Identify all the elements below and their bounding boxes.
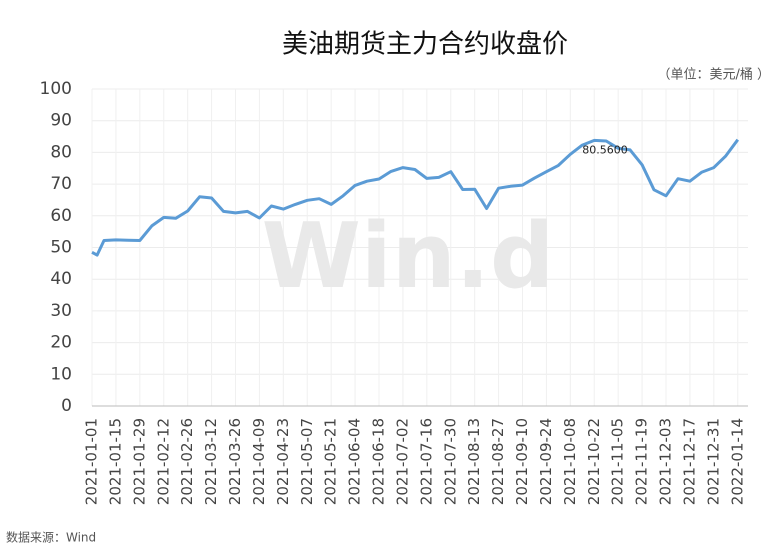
x-tick-label: 2021-12-31 bbox=[704, 418, 722, 505]
y-tick-label: 50 bbox=[50, 238, 72, 258]
annotation: 80.5600 bbox=[582, 144, 628, 157]
x-tick-label: 2021-03-12 bbox=[202, 418, 220, 505]
x-tick-label: 2021-05-21 bbox=[322, 418, 340, 505]
x-tick-label: 2021-04-09 bbox=[250, 418, 268, 505]
x-tick-label: 2021-07-02 bbox=[393, 418, 411, 505]
y-tick-label: 60 bbox=[50, 206, 72, 226]
x-tick-label: 2021-07-30 bbox=[441, 418, 459, 505]
chart-title: 美油期货主力合约收盘价 bbox=[282, 30, 568, 60]
y-tick-label: 40 bbox=[50, 269, 72, 289]
x-tick-label: 2021-11-05 bbox=[609, 418, 627, 505]
x-tick-label: 2021-06-04 bbox=[346, 418, 364, 505]
x-tick-label: 2021-08-13 bbox=[465, 418, 483, 505]
y-tick-label: 30 bbox=[50, 301, 72, 321]
x-tick-label: 2021-12-17 bbox=[680, 418, 698, 505]
y-tick-label: 20 bbox=[50, 333, 72, 353]
x-tick-label: 2021-06-18 bbox=[370, 418, 388, 505]
y-tick-label: 70 bbox=[50, 174, 72, 194]
x-tick-label: 2022-01-14 bbox=[728, 418, 746, 505]
x-tick-label: 2021-04-23 bbox=[274, 418, 292, 505]
x-tick-label: 2021-10-22 bbox=[585, 418, 603, 505]
x-tick-label: 2021-01-01 bbox=[83, 418, 101, 505]
x-tick-label: 2021-11-19 bbox=[633, 418, 651, 505]
x-tick-label: 2021-03-26 bbox=[226, 418, 244, 505]
x-tick-label: 2021-09-10 bbox=[513, 418, 531, 505]
data-line bbox=[91, 138, 740, 257]
x-tick-label: 2021-10-08 bbox=[561, 418, 579, 505]
x-tick-label: 2021-01-29 bbox=[130, 418, 148, 505]
unit-label: （单位：美元/桶 ） bbox=[657, 68, 770, 83]
x-tick-label: 2021-08-27 bbox=[489, 418, 507, 505]
x-tick-label: 2021-02-12 bbox=[154, 418, 172, 505]
y-tick-label: 10 bbox=[50, 364, 72, 384]
x-tick-label: 2021-09-24 bbox=[537, 418, 555, 505]
y-tick-label: 0 bbox=[61, 396, 72, 416]
x-tick-label: 2021-01-15 bbox=[106, 418, 124, 505]
x-tick-label: 2021-07-16 bbox=[417, 418, 435, 505]
x-tick-label: 2021-05-07 bbox=[298, 418, 316, 505]
y-tick-label: 100 bbox=[40, 79, 72, 99]
watermark: Win.d bbox=[262, 204, 555, 309]
source-note: 数据来源：Wind bbox=[6, 530, 96, 545]
x-tick-label: 2021-02-26 bbox=[178, 418, 196, 505]
y-tick-label: 90 bbox=[50, 111, 72, 131]
y-tick-label: 80 bbox=[50, 142, 72, 162]
x-tick-label: 2021-12-03 bbox=[657, 418, 675, 505]
